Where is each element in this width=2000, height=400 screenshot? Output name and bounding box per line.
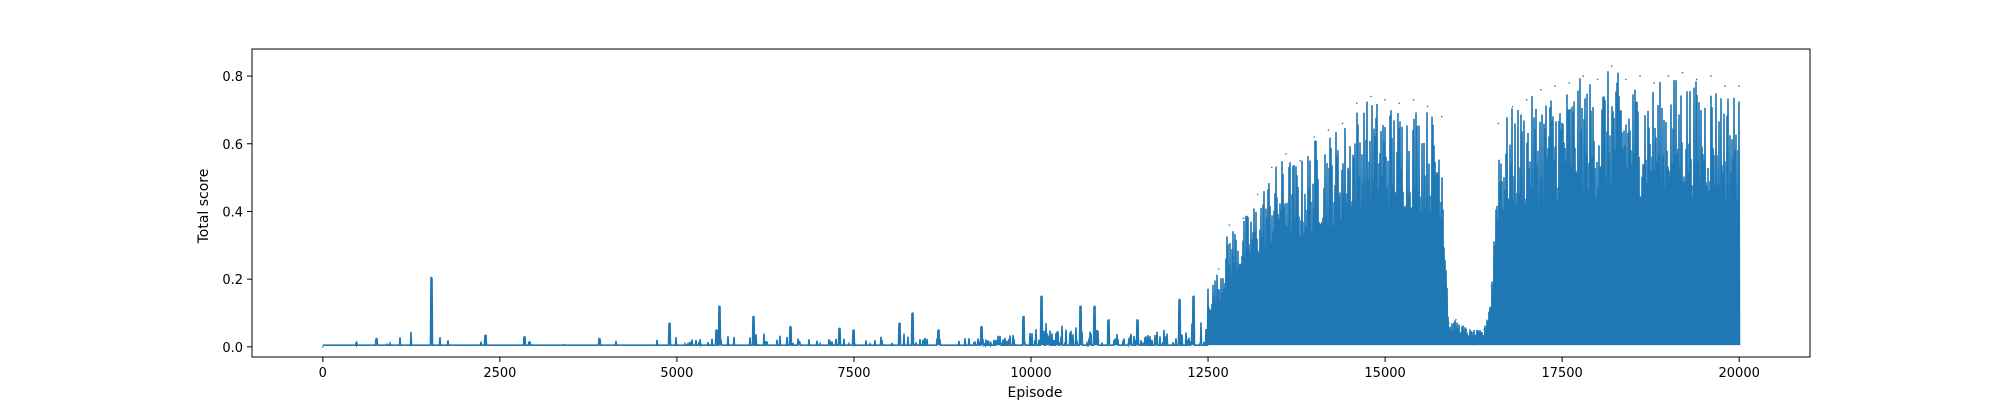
data-point xyxy=(1256,193,1259,196)
data-point xyxy=(1483,329,1486,331)
data-point xyxy=(1582,75,1585,77)
data-point xyxy=(938,329,940,331)
data-point xyxy=(980,325,983,328)
data-point xyxy=(838,327,841,330)
data-point xyxy=(1242,217,1245,220)
series-path xyxy=(322,71,1741,349)
x-tick-label: 5000 xyxy=(660,366,693,381)
data-point xyxy=(1136,318,1139,321)
data-point xyxy=(899,322,901,324)
data-point xyxy=(1178,298,1181,301)
x-tick-label: 12500 xyxy=(1187,366,1228,381)
x-tick-label: 15000 xyxy=(1364,366,1405,381)
plot-area xyxy=(322,65,1741,349)
data-point xyxy=(752,315,755,318)
data-point xyxy=(1040,295,1043,297)
data-point xyxy=(1108,318,1110,321)
data-point xyxy=(1490,285,1493,287)
y-tick-label: 0.8 xyxy=(222,70,243,85)
data-point xyxy=(1667,75,1670,77)
data-point xyxy=(1540,88,1542,91)
data-point xyxy=(430,276,432,279)
x-tick-label: 10000 xyxy=(1010,366,1051,381)
axes: 0 2500 5000 7500 10000 12500 15000 17500 20000 0.… xyxy=(222,48,1811,381)
data-point xyxy=(1554,85,1556,88)
data-point xyxy=(1738,85,1740,88)
x-axis-label: Episode xyxy=(1008,385,1063,400)
data-point xyxy=(1384,98,1386,101)
data-point xyxy=(1568,82,1571,84)
data-point xyxy=(1625,78,1627,81)
data-point xyxy=(1193,295,1195,297)
data-point xyxy=(1426,105,1429,108)
data-point xyxy=(1448,322,1450,324)
y-tick-label: 0.6 xyxy=(222,138,243,153)
data-point xyxy=(528,340,531,343)
data-point xyxy=(1412,98,1415,101)
data-point xyxy=(1327,129,1330,132)
data-point xyxy=(1497,122,1500,125)
data-point xyxy=(1093,305,1096,308)
x-tick-label: 20000 xyxy=(1719,366,1760,381)
data-point xyxy=(1217,268,1220,270)
data-point xyxy=(853,329,855,331)
data-point xyxy=(1681,71,1684,74)
data-point xyxy=(1596,78,1599,81)
data-point xyxy=(1469,329,1471,331)
data-point xyxy=(1270,166,1273,169)
data-point xyxy=(1525,98,1528,101)
x-tick-label: 17500 xyxy=(1541,366,1582,381)
data-point xyxy=(1313,136,1316,138)
data-point xyxy=(1724,85,1726,88)
data-point xyxy=(1285,153,1287,155)
y-tick-label: 0.2 xyxy=(222,273,243,288)
data-point xyxy=(1228,224,1231,226)
data-point xyxy=(669,322,671,324)
x-tick-label: 2500 xyxy=(483,366,516,381)
y-tick-label: 0.4 xyxy=(222,205,243,220)
x-tick-label: 7500 xyxy=(837,366,870,381)
data-point xyxy=(1710,75,1712,77)
data-point xyxy=(523,335,526,338)
data-point xyxy=(1355,102,1358,104)
data-point xyxy=(1639,75,1641,77)
data-point xyxy=(1207,288,1209,291)
data-point xyxy=(1023,315,1025,318)
data-point xyxy=(375,337,378,340)
data-point xyxy=(715,329,718,331)
data-point xyxy=(322,346,324,348)
data-point xyxy=(911,312,914,314)
series-line xyxy=(322,65,1741,349)
data-point xyxy=(1079,305,1082,308)
data-point xyxy=(1398,102,1401,104)
data-point xyxy=(1511,105,1514,108)
data-point xyxy=(1455,318,1457,321)
data-point xyxy=(1299,159,1301,162)
data-point xyxy=(1341,122,1344,125)
data-point xyxy=(1695,78,1698,81)
data-point xyxy=(718,305,721,308)
data-point xyxy=(789,325,792,328)
y-tick-label: 0.0 xyxy=(222,341,243,356)
data-point xyxy=(1653,82,1655,84)
x-tick-label: 0 xyxy=(319,366,327,381)
data-point xyxy=(598,337,600,340)
data-point xyxy=(1610,65,1613,67)
data-point xyxy=(1440,115,1443,118)
y-axis-label: Total score xyxy=(196,169,212,245)
data-point xyxy=(356,342,358,345)
data-point xyxy=(1370,95,1372,98)
data-point xyxy=(484,334,487,336)
